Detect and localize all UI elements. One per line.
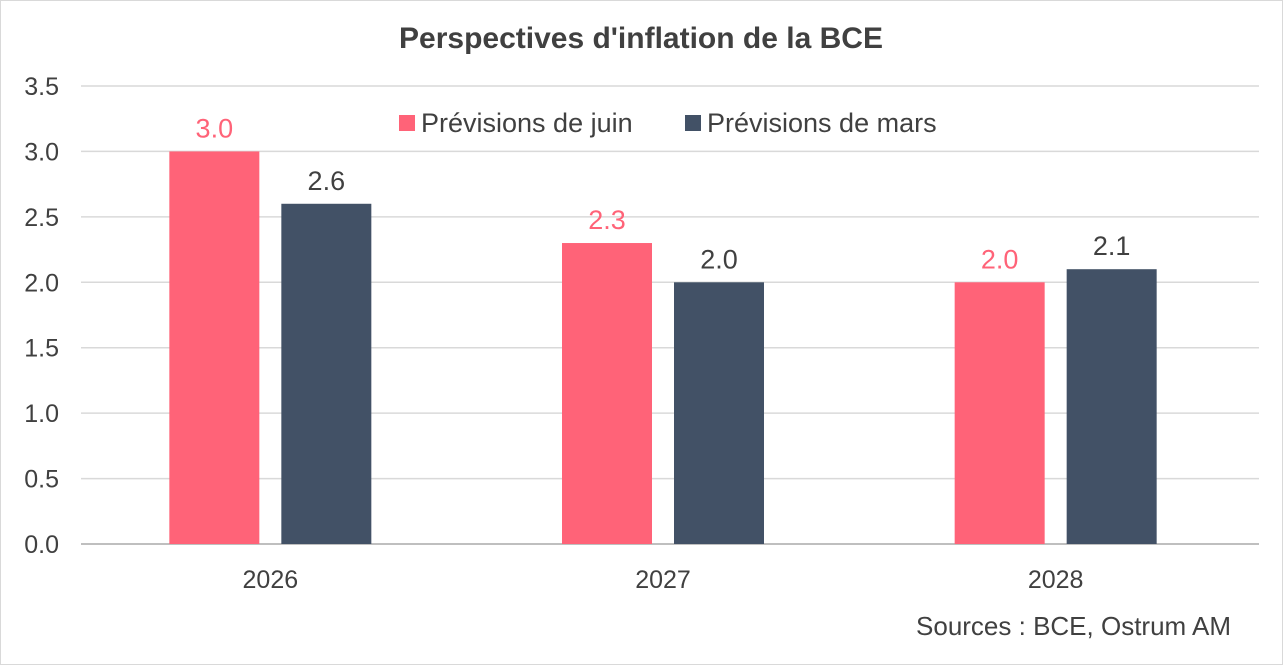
data-label: 2.1 xyxy=(1093,231,1131,261)
y-tick-label: 1.0 xyxy=(24,400,59,428)
y-tick-label: 3.5 xyxy=(24,73,59,101)
x-tick-label: 2026 xyxy=(243,566,299,594)
bar-2026-series-1 xyxy=(281,203,372,544)
data-label: 2.0 xyxy=(700,244,738,274)
bar-2026-series-0 xyxy=(169,151,260,544)
bar-2028-series-1 xyxy=(1066,269,1157,544)
legend-label: Prévisions de mars xyxy=(707,108,937,138)
source-note: Sources : BCE, Ostrum AM xyxy=(916,611,1231,641)
data-label: 2.6 xyxy=(308,166,346,196)
y-tick-label: 0.0 xyxy=(24,531,59,559)
x-tick-label: 2028 xyxy=(1028,566,1084,594)
legend: Prévisions de juin Prévisions de mars xyxy=(399,108,937,138)
bar-2028-series-0 xyxy=(954,282,1045,544)
y-tick-label: 3.0 xyxy=(24,138,59,166)
legend-label: Prévisions de juin xyxy=(421,108,633,138)
legend-swatch xyxy=(399,115,415,131)
y-tick-label: 2.0 xyxy=(24,269,59,297)
data-label: 2.0 xyxy=(981,244,1019,274)
y-tick-label: 1.5 xyxy=(24,335,59,363)
data-label: 2.3 xyxy=(588,205,626,235)
bar-2027-series-1 xyxy=(674,282,764,544)
x-axis: 2026 2027 2028 xyxy=(243,566,1084,594)
data-label: 3.0 xyxy=(196,113,234,143)
bar-2027-series-0 xyxy=(562,243,652,544)
y-axis: 0.0 0.5 1.0 1.5 2.0 2.5 3.0 3.5 xyxy=(24,73,59,559)
y-tick-label: 2.5 xyxy=(24,204,59,232)
data-labels: 3.0 2.6 2.3 2.0 2.0 2.1 xyxy=(196,113,1131,274)
x-tick-label: 2027 xyxy=(635,566,691,594)
grid-lines xyxy=(81,85,1259,545)
chart-title: Perspectives d'inflation de la BCE xyxy=(399,22,883,55)
legend-swatch xyxy=(685,115,701,131)
bars xyxy=(169,151,1157,544)
y-tick-label: 0.5 xyxy=(24,466,59,494)
